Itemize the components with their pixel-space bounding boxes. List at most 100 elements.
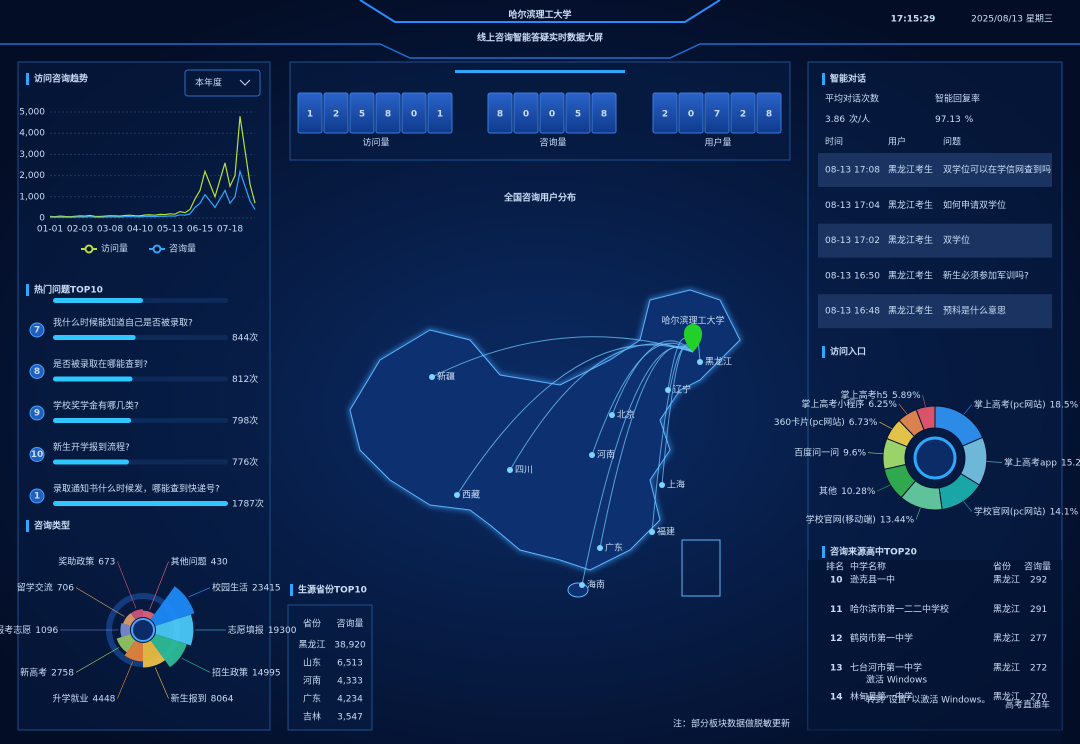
table-cell: 双学位可以在学信网查到吗 — [943, 164, 1051, 176]
digit-box — [652, 92, 678, 134]
city-dot — [609, 412, 615, 418]
table-cell: 13 — [830, 663, 843, 673]
bar-value: 776次 — [232, 456, 258, 468]
china-map — [348, 288, 742, 598]
city-label: 西藏 — [462, 489, 480, 501]
city-dot — [659, 482, 665, 488]
digit: 1 — [307, 110, 313, 120]
watermark: 转到“设置”以激活 Windows。 — [866, 694, 990, 706]
table-cell: 11 — [830, 605, 843, 615]
city-dot — [697, 359, 703, 365]
table-cell: 08-13 16:48 — [825, 307, 880, 317]
table-cell: 3,547 — [337, 713, 363, 723]
city-dot — [454, 492, 460, 498]
y-tick-label: 0 — [39, 214, 45, 224]
label-leader — [868, 452, 884, 454]
table-cell: 黑龙江 — [298, 639, 325, 651]
bar — [53, 459, 129, 465]
city-label: 四川 — [515, 466, 533, 476]
rose-label-part: 2758 — [51, 668, 74, 678]
label-leader — [117, 561, 137, 609]
donut-label-part: 6.25% — [868, 399, 897, 409]
flow-line — [591, 342, 694, 456]
origin-label: 哈尔滨理工大学 — [661, 315, 724, 327]
digit-box — [704, 92, 730, 134]
rose-label-part: 奖助政策 — [58, 555, 94, 567]
digit-box — [323, 92, 349, 134]
flow-line — [509, 343, 694, 471]
table-cell: 黑龙江考生 — [888, 164, 933, 176]
city-dot — [429, 374, 435, 380]
table-cell: 黑龙江 — [993, 661, 1020, 673]
digit: 2 — [662, 110, 668, 120]
rose-sector — [150, 634, 187, 668]
stat-label: 平均对话次数 — [825, 93, 879, 105]
digit: 0 — [411, 110, 417, 120]
digit-box — [427, 92, 453, 134]
flow-line — [611, 340, 694, 416]
stat-value-part: % — [965, 115, 974, 125]
table-cell: 291 — [1030, 605, 1047, 615]
city-label: 福建 — [657, 526, 675, 538]
rose-label: 校园生活 23415 — [212, 581, 281, 593]
table-cell: 鹤岗市第一中学 — [850, 632, 913, 644]
digit-box — [565, 92, 591, 134]
legend-label: 咨询量 — [169, 243, 196, 255]
donut-label-part: 百度问一问 — [794, 446, 839, 458]
rose-label: 志愿填报 19300 — [228, 624, 297, 636]
rose-label-part: 8064 — [211, 694, 234, 704]
x-tick-label: 06-15 — [187, 225, 213, 235]
rank: 7 — [34, 326, 40, 336]
stat-value-part: 3.86 — [825, 115, 845, 125]
stat-value-part: 97.13 — [935, 115, 961, 125]
rose-sector — [143, 610, 155, 620]
table-header: 省份 — [303, 618, 321, 630]
digit-box — [487, 92, 513, 134]
table-cell: 黑龙江考生 — [888, 305, 933, 317]
digit: 0 — [549, 110, 555, 120]
rose-label: 新高考 2758 — [20, 666, 74, 678]
rose-sector — [130, 609, 143, 620]
donut-label-part: 掌上高考app — [1004, 456, 1057, 468]
rank-badge — [29, 447, 45, 462]
digit: 8 — [601, 110, 607, 120]
rose-label-part: 留学交流 — [17, 581, 53, 593]
question: 我什么时候能知道自己是否被录取? — [53, 317, 193, 329]
stat-value: 3.86 次/人 — [825, 113, 870, 125]
section-title: 智能对话 — [830, 73, 866, 85]
flow-line — [599, 345, 694, 549]
digit-box — [539, 92, 565, 134]
donut-label-part: 学校官网(移动端) — [806, 513, 876, 525]
rose-label-part: 其他问题 — [171, 555, 207, 567]
donut-label-part: 6.73% — [849, 418, 878, 428]
city-label: 海南 — [587, 579, 605, 591]
title-marker — [822, 73, 825, 85]
row-band — [818, 294, 1052, 329]
bar-value: 798次 — [232, 415, 258, 427]
rose-label: 其他问题 430 — [171, 555, 228, 567]
section-title: 访问咨询趋势 — [34, 73, 88, 85]
donut-label: 掌上高考(pc网站) 18.5% — [974, 398, 1079, 410]
inset-box — [681, 539, 721, 597]
bar-partial — [53, 298, 143, 303]
origin-pin — [683, 324, 703, 352]
city-dot — [665, 387, 671, 393]
table-cell: 黑龙江考生 — [888, 269, 933, 281]
table-cell: 08-13 16:50 — [825, 271, 880, 281]
brand: 高考直通车 — [1005, 699, 1050, 711]
filter-select[interactable] — [184, 69, 261, 97]
rose-label-part: 4448 — [93, 694, 116, 704]
rose-center — [131, 618, 155, 642]
row-band — [818, 223, 1052, 258]
label-leader — [877, 484, 891, 492]
row-band — [818, 153, 1052, 187]
counter-label: 用户量 — [704, 137, 731, 149]
city-label: 广东 — [605, 542, 623, 554]
map-outline — [349, 289, 741, 571]
series-line — [49, 169, 256, 219]
table-cell: 预科是什么意思 — [943, 305, 1006, 317]
question: 新生开学报到流程? — [53, 441, 130, 453]
rank: 9 — [34, 409, 40, 419]
donut-label: 360卡片(pc网站) 6.73% — [774, 416, 878, 428]
